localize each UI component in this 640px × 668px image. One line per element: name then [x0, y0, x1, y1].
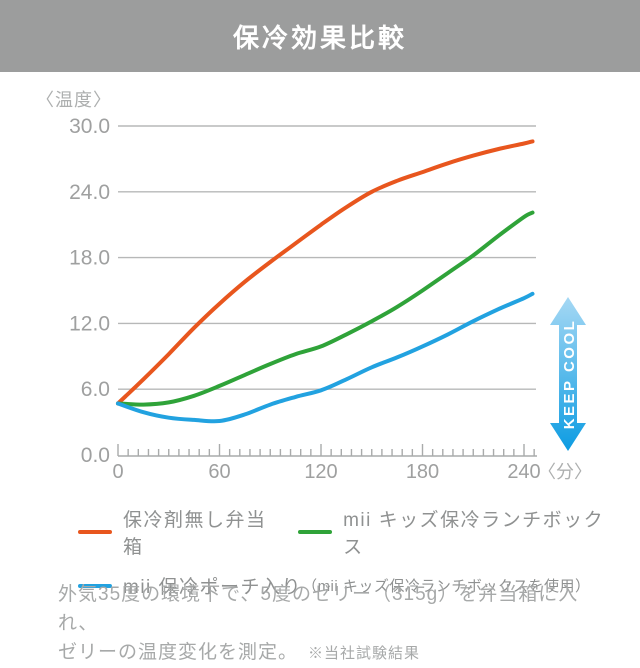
x-tick-label-120: 120 [304, 461, 337, 483]
footnote: 外気35度の環境下で、5度のゼリー（315g）を弁当箱に入れ、 ゼリーの温度変化… [58, 580, 618, 668]
y-axis-unit-label: 〈温度〉 [36, 90, 112, 110]
x-tick-label-180: 180 [406, 461, 439, 483]
footnote-text-2: ゼリーの温度変化を測定。 [58, 642, 299, 663]
legend-swatch-blue [78, 583, 112, 588]
x-axis-unit-label: 〈分〉 [538, 462, 592, 482]
footnote-text-1: 外気35度の環境下で、5度のゼリー（315g）を弁当箱に入れ、 [58, 584, 579, 634]
legend-sublabel-cool-pouch: （mii キッズ保冷ランチボックスを使用） [302, 578, 591, 595]
keep-cool-label: KEEP COOL [561, 319, 578, 430]
y-tick-label-24.0: 24.0 [69, 181, 110, 204]
y-tick-label-6.0: 6.0 [81, 378, 110, 401]
legend-row-2: mii 保冷ポーチ入り （mii キッズ保冷ランチボックスを使用） [78, 572, 618, 599]
series-line-0 [116, 139, 535, 406]
legend-label-no-icepack: 保冷剤無し弁当箱 [123, 510, 267, 558]
legend: 保冷剤無し弁当箱 mii キッズ保冷ランチボックス mii 保冷ポーチ入り （m… [78, 505, 618, 612]
footnote-line-2: ゼリーの温度変化を測定。 ※当社試験結果 [58, 638, 618, 668]
chart-svg: 0 60 120 180 240〈分〉 30.0 24.0 18.0 12.0 6.0 0.0 〈温度… [36, 90, 592, 483]
legend-swatch-orange [78, 530, 112, 534]
legend-item-kids-lunchbox: mii キッズ保冷ランチボックス [298, 505, 618, 559]
header-banner: 保冷効果比較 [0, 0, 640, 72]
legend-row-1: 保冷剤無し弁当箱 mii キッズ保冷ランチボックス [78, 505, 618, 559]
legend-item-cool-pouch: mii 保冷ポーチ入り （mii キッズ保冷ランチボックスを使用） [78, 572, 590, 599]
keep-cool-arrow: KEEP COOL [550, 297, 586, 451]
y-tick-label-30.0: 30.0 [69, 115, 110, 138]
footnote-line-1: 外気35度の環境下で、5度のゼリー（315g）を弁当箱に入れ、 [58, 580, 618, 638]
x-tick-label-60: 60 [208, 461, 230, 483]
footnote-test-note: ※当社試験結果 [308, 645, 421, 662]
legend-label-cool-pouch: mii 保冷ポーチ入り [123, 577, 303, 598]
keep-cool-arrow-shape [550, 297, 586, 451]
plot-area: 0 60 120 180 240〈分〉 30.0 24.0 18.0 12.0 6.0 0.0 〈温度… [36, 90, 592, 483]
x-tick-label-0: 0 [112, 461, 123, 483]
y-tick-label-18.0: 18.0 [69, 247, 110, 270]
x-tick-label-240: 240 [507, 461, 540, 483]
series-line-1 [116, 210, 535, 407]
page-title: 保冷効果比較 [232, 22, 407, 53]
series-line-2 [116, 291, 535, 424]
legend-item-no-icepack: 保冷剤無し弁当箱 [78, 505, 283, 559]
y-tick-label-12.0: 12.0 [69, 312, 110, 335]
legend-label-kids-lunchbox: mii キッズ保冷ランチボックス [343, 510, 605, 558]
legend-swatch-green [298, 530, 333, 534]
y-tick-label-0.0: 0.0 [81, 444, 110, 467]
